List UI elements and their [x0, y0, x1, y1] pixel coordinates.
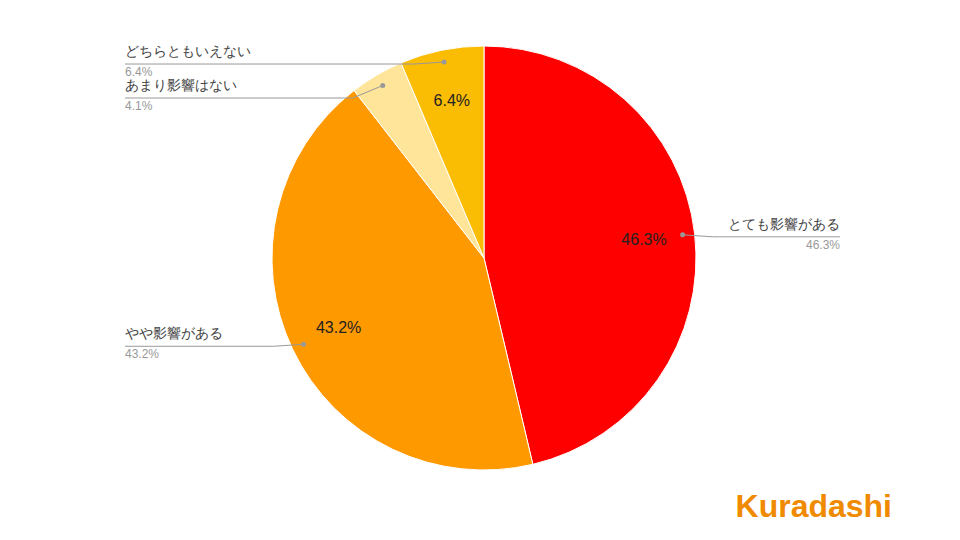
svg-text:4.1%: 4.1%	[125, 99, 153, 113]
svg-text:6.4%: 6.4%	[434, 92, 470, 109]
svg-text:46.3%: 46.3%	[621, 231, 666, 248]
svg-text:あまり影響はない: あまり影響はない	[125, 77, 237, 93]
html-text:Kuradashi: Kuradashi	[735, 488, 892, 524]
svg-text:43.2%: 43.2%	[316, 319, 361, 336]
svg-text:6.4%: 6.4%	[125, 65, 153, 79]
svg-text:どちらともいえない: どちらともいえない	[125, 43, 251, 59]
svg-text:46.3%: 46.3%	[806, 238, 840, 252]
svg-text:43.2%: 43.2%	[125, 347, 159, 361]
svg-text:とても影響がある: とても影響がある	[728, 216, 840, 232]
svg-text:やや影響がある: やや影響がある	[125, 325, 223, 341]
